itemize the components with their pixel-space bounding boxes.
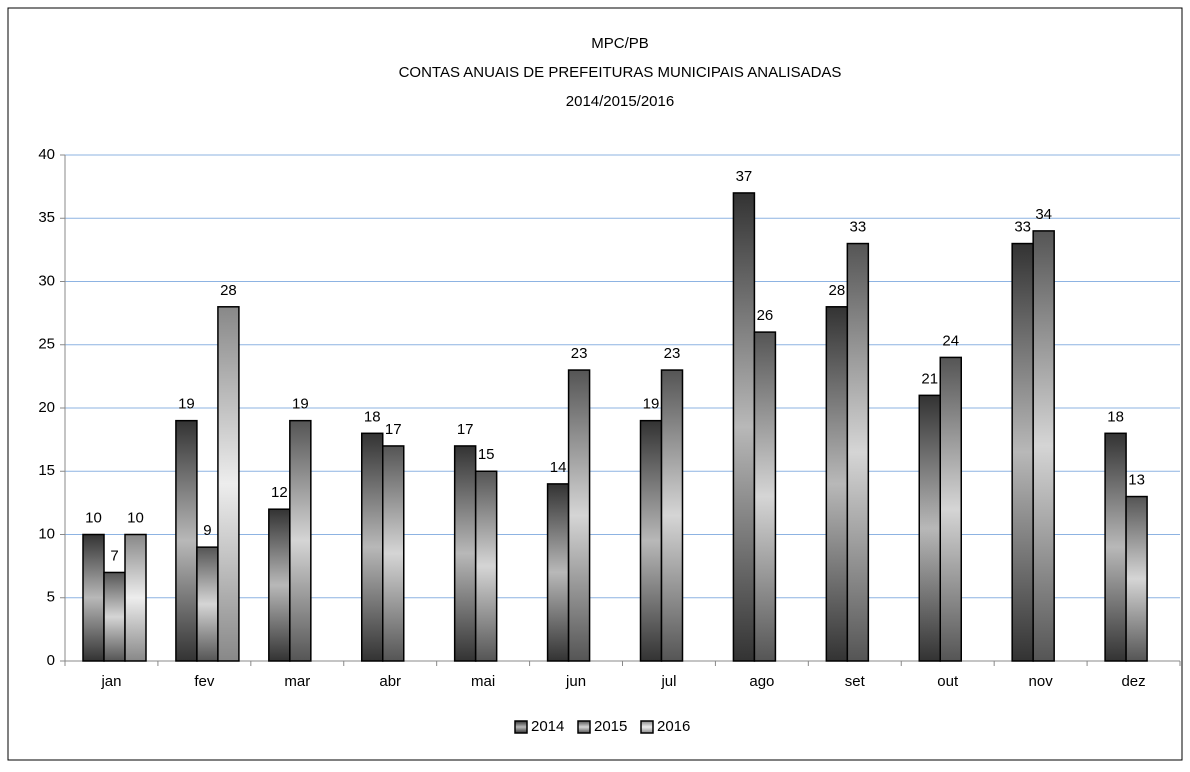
y-tick-label: 35 (38, 209, 55, 226)
legend-swatch (577, 720, 591, 734)
bar (217, 306, 240, 662)
bar (474, 470, 498, 662)
data-label: 33 (1014, 219, 1031, 236)
bar (124, 533, 147, 662)
data-label: 7 (110, 547, 118, 564)
bar (660, 369, 684, 662)
data-label: 13 (1128, 472, 1145, 489)
data-label: 19 (643, 396, 660, 413)
legend-swatch (640, 720, 654, 734)
bar (196, 546, 219, 662)
chart-title: MPC/PB (591, 35, 649, 52)
data-label: 23 (664, 345, 681, 362)
y-tick-label: 15 (38, 462, 55, 479)
bar (175, 419, 198, 662)
data-label: 37 (736, 168, 753, 185)
bar (546, 483, 570, 662)
y-tick-label: 30 (38, 272, 55, 289)
x-tick-label: dez (1121, 673, 1145, 690)
legend-swatch (514, 720, 528, 734)
data-label: 26 (757, 307, 774, 324)
bar (825, 306, 849, 662)
x-tick-label: jul (660, 673, 676, 690)
data-label: 28 (220, 282, 237, 299)
bar (289, 419, 312, 662)
bar (1011, 242, 1034, 662)
x-tick-label: nov (1029, 673, 1054, 690)
bar (361, 432, 384, 662)
bar (382, 445, 405, 662)
legend-label: 2015 (594, 718, 627, 735)
data-label: 15 (478, 446, 495, 463)
bar (1125, 495, 1148, 662)
y-tick-label: 25 (38, 336, 55, 353)
x-tick-label: mai (471, 673, 495, 690)
bar (453, 445, 477, 662)
data-label: 17 (457, 421, 474, 438)
data-label: 34 (1035, 206, 1052, 223)
x-tick-label: jun (565, 673, 586, 690)
y-tick-label: 10 (38, 525, 55, 542)
bar (639, 419, 663, 662)
data-label: 21 (921, 370, 938, 387)
bar (103, 571, 126, 662)
data-label: 12 (271, 484, 288, 501)
chart-title: CONTAS ANUAIS DE PREFEITURAS MUNICIPAIS … (399, 64, 842, 81)
data-label: 18 (364, 408, 381, 425)
data-label: 9 (203, 522, 211, 539)
bar (918, 394, 941, 662)
x-tick-label: fev (194, 673, 215, 690)
x-tick-label: mar (284, 673, 310, 690)
legend-label: 2014 (531, 718, 564, 735)
y-tick-label: 20 (38, 399, 55, 416)
bar (846, 242, 870, 662)
bar (939, 356, 962, 662)
data-label: 17 (385, 421, 402, 438)
x-tick-label: abr (379, 673, 401, 690)
y-tick-label: 0 (47, 652, 55, 669)
bar (1104, 432, 1127, 662)
data-label: 10 (85, 509, 102, 526)
x-tick-label: jan (100, 673, 121, 690)
bar (1032, 230, 1055, 662)
data-label: 24 (942, 332, 959, 349)
data-label: 19 (178, 396, 195, 413)
bar (567, 369, 591, 662)
bar (268, 508, 291, 662)
x-tick-label: out (937, 673, 959, 690)
x-tick-label: ago (749, 673, 774, 690)
legend-label: 2016 (657, 718, 690, 735)
y-tick-label: 5 (47, 589, 55, 606)
data-label: 10 (127, 509, 144, 526)
data-label: 23 (571, 345, 588, 362)
bar (732, 192, 756, 662)
y-tick-label: 40 (38, 146, 55, 163)
bar (753, 331, 777, 662)
data-label: 28 (828, 282, 845, 299)
data-label: 33 (849, 219, 866, 236)
chart-title: 2014/2015/2016 (566, 93, 674, 110)
data-label: 14 (550, 459, 567, 476)
bar (82, 533, 105, 662)
data-label: 18 (1107, 408, 1124, 425)
x-tick-label: set (845, 673, 866, 690)
data-label: 19 (292, 396, 309, 413)
